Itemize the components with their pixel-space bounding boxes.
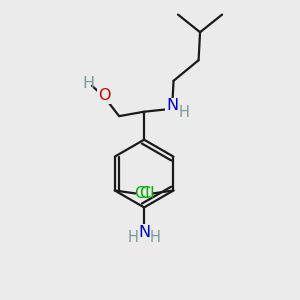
Text: Cl: Cl [139,186,154,201]
Text: H: H [82,76,94,91]
Text: N: N [138,225,150,240]
Text: H: H [179,105,190,120]
Text: H: H [128,230,138,245]
Text: O: O [98,88,111,103]
Text: H: H [150,230,161,245]
Text: N: N [166,98,178,113]
Text: Cl: Cl [134,186,149,201]
